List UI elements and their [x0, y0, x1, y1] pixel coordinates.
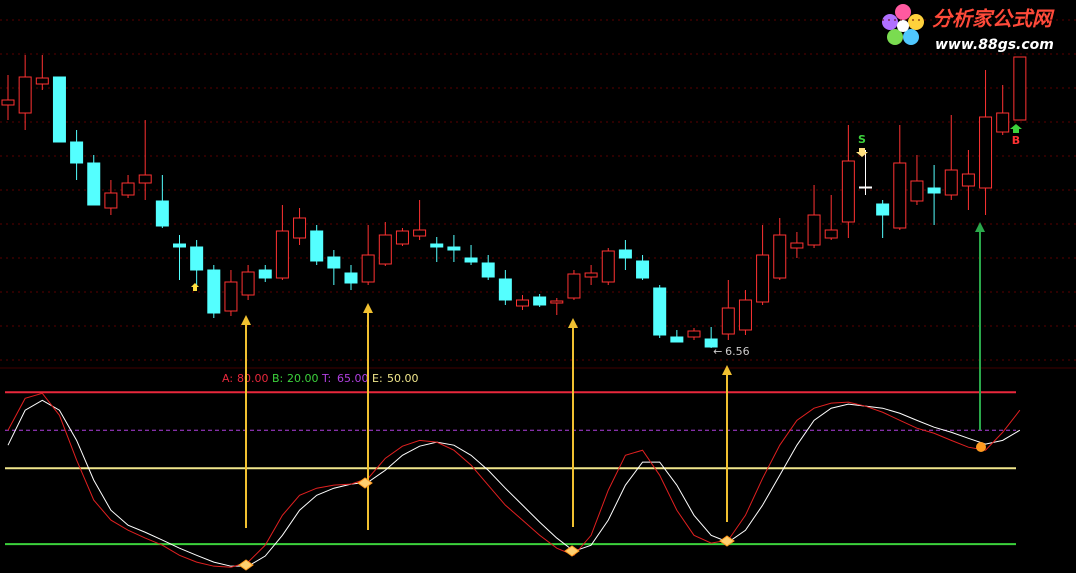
candle-body — [910, 180, 924, 202]
logo-icon — [882, 4, 924, 45]
candle-body — [859, 186, 872, 189]
level-name: T: — [321, 372, 331, 385]
candle-body — [293, 217, 307, 239]
candle-body — [275, 230, 289, 279]
buy-label: B — [1012, 134, 1020, 147]
candle-body — [18, 76, 32, 114]
candle-body — [653, 287, 667, 336]
signal-arrowhead — [568, 318, 578, 328]
level-value: 80.00 — [237, 372, 269, 385]
level-name: E: — [372, 372, 383, 385]
candle-body — [670, 336, 684, 343]
candle-body — [430, 243, 444, 248]
level-value: 50.00 — [387, 372, 419, 385]
candle-body — [687, 330, 701, 338]
candle-body — [516, 299, 529, 307]
candle-body — [893, 162, 907, 229]
candle-body — [756, 254, 770, 303]
small-marker — [191, 283, 199, 291]
candle-body — [567, 273, 581, 299]
candle-body — [395, 230, 409, 245]
candle-body — [413, 229, 427, 237]
candle-body — [979, 116, 993, 189]
signal-arrowhead — [241, 315, 251, 325]
candle-body — [258, 269, 272, 279]
buy-arrow — [1010, 124, 1022, 133]
level-name: B: — [272, 372, 283, 385]
level-value: 65.00 — [337, 372, 369, 385]
candle-body — [944, 169, 958, 196]
candle-body — [70, 141, 84, 164]
candle-body — [121, 182, 135, 196]
candle-body — [1013, 56, 1027, 121]
signal-dot — [976, 442, 986, 452]
candle-body — [841, 160, 855, 223]
candle-body — [155, 200, 169, 227]
signal-diamond — [564, 545, 580, 557]
indicator-line — [7, 399, 1021, 567]
candle-body — [738, 299, 752, 331]
candle-body — [1, 99, 15, 106]
candle-body — [173, 243, 186, 248]
candle-body — [961, 173, 975, 187]
candle-body — [927, 187, 941, 194]
candle-body — [52, 76, 66, 143]
candle-body — [464, 257, 478, 263]
candle-body — [618, 249, 632, 259]
signal-arrowhead — [722, 365, 732, 375]
candle-body — [190, 246, 204, 271]
candle-body — [584, 272, 598, 278]
signal-diamond — [238, 559, 254, 571]
candle-body — [104, 192, 118, 209]
candle-body — [533, 296, 547, 306]
candle-body — [361, 254, 375, 283]
low-label: 6.56 — [725, 345, 750, 358]
candle-body — [721, 307, 735, 335]
logo-url: www.88gs.com — [935, 37, 1054, 53]
candle-body — [327, 256, 341, 269]
candle-body — [790, 242, 804, 249]
candle-body — [876, 203, 890, 216]
candle-body — [996, 112, 1010, 133]
candle-body — [35, 77, 49, 85]
candle-body — [601, 250, 615, 283]
level-name: A: — [222, 372, 233, 385]
signal-diamond — [357, 477, 373, 489]
candle-body — [704, 338, 718, 348]
signal-arrowhead — [975, 222, 985, 232]
candle-body — [773, 234, 787, 279]
candle-body — [224, 281, 238, 312]
sell-arrow — [856, 148, 868, 157]
low-arrow: ← — [713, 345, 722, 358]
candle-body — [344, 272, 358, 284]
candle-body — [447, 246, 461, 251]
candle-body — [138, 174, 152, 184]
candle-body — [378, 234, 392, 265]
candle-body — [636, 260, 650, 279]
logo-title: 分析家公式网 — [932, 7, 1055, 31]
candle-body — [87, 162, 101, 206]
candle-body — [241, 271, 255, 296]
signal-diamond — [719, 535, 735, 547]
candle-body — [807, 214, 821, 246]
candle-body — [498, 278, 512, 301]
candle-body — [824, 229, 838, 239]
level-value: 20.00 — [287, 372, 319, 385]
signal-arrowhead — [363, 303, 373, 313]
sell-label: S — [858, 133, 866, 146]
candle-body — [207, 269, 221, 314]
candle-body — [550, 300, 564, 304]
candle-body — [481, 262, 495, 278]
indicator-line — [7, 392, 1021, 568]
candle-body — [310, 230, 324, 262]
